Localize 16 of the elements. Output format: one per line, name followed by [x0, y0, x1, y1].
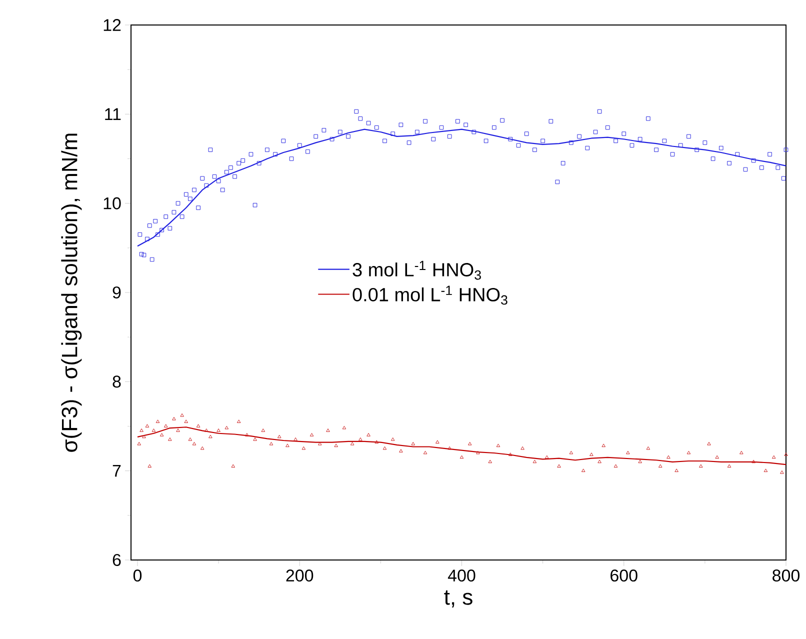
x-tick-label: 400: [448, 570, 476, 582]
legend-label: 3 mol L$^{-1}$ HNO$_{3}$: [352, 260, 481, 280]
y-axis-title: σ(F3) - σ(Ligand solution), mN/m: [61, 134, 82, 452]
y-tick-label: 9: [112, 286, 121, 299]
x-tick-label: 200: [286, 570, 314, 582]
y-tick-label: 10: [104, 197, 121, 210]
x-tick-label: 800: [772, 570, 800, 582]
x-tick-label: 600: [610, 570, 638, 582]
x-axis-title: t, s: [444, 590, 472, 608]
y-tick-label: 6: [112, 554, 121, 566]
x-tick-label: 0: [133, 570, 142, 582]
y-tick-label: 11: [105, 108, 121, 120]
y-tick-label: 7: [112, 464, 121, 477]
y-tick-label: 12: [104, 19, 121, 31]
legend-label: 0.01 mol L$^{-1}$ HNO$_{3}$: [352, 286, 508, 305]
y-tick-label: 8: [112, 376, 121, 388]
